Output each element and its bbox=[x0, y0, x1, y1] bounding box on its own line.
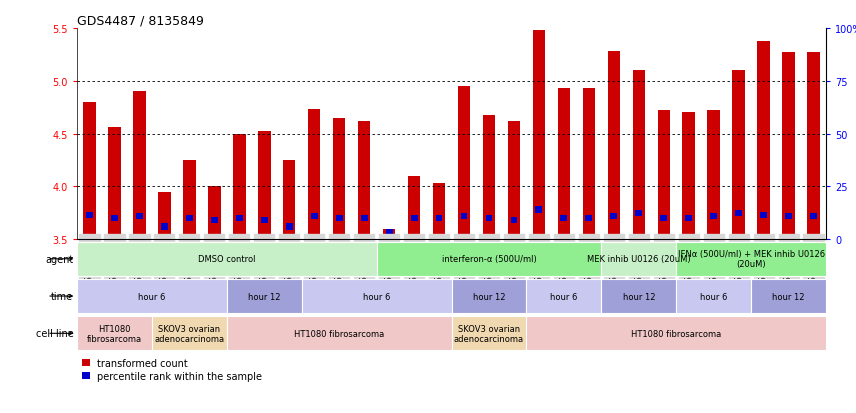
Text: hour 6: hour 6 bbox=[363, 292, 390, 301]
Bar bbox=[483, 115, 496, 240]
Bar bbox=[308, 110, 320, 240]
Bar bbox=[134, 92, 146, 240]
Bar bbox=[782, 53, 795, 240]
Text: hour 6: hour 6 bbox=[139, 292, 165, 301]
Bar bbox=[733, 71, 745, 240]
Bar bbox=[735, 210, 742, 216]
Bar bbox=[233, 134, 246, 240]
Text: time: time bbox=[51, 291, 74, 301]
Bar bbox=[358, 121, 371, 240]
Text: DMSO control: DMSO control bbox=[198, 255, 256, 263]
Bar bbox=[333, 119, 346, 240]
Bar bbox=[686, 215, 693, 222]
Bar bbox=[485, 215, 492, 222]
Text: MEK inhib U0126 (20uM): MEK inhib U0126 (20uM) bbox=[587, 255, 691, 263]
Bar bbox=[158, 192, 170, 240]
Bar bbox=[452, 317, 526, 350]
Text: SKOV3 ovarian
adenocarcinoma: SKOV3 ovarian adenocarcinoma bbox=[154, 324, 224, 343]
Text: hour 6: hour 6 bbox=[700, 292, 728, 301]
Bar bbox=[752, 280, 826, 313]
Bar bbox=[227, 317, 452, 350]
Bar bbox=[583, 89, 595, 240]
Text: GDS4487 / 8135849: GDS4487 / 8135849 bbox=[77, 15, 204, 28]
Bar bbox=[311, 213, 318, 220]
Text: IFNα (500U/ml) + MEK inhib U0126
(20uM): IFNα (500U/ml) + MEK inhib U0126 (20uM) bbox=[678, 249, 824, 269]
Bar bbox=[407, 176, 420, 240]
Text: hour 12: hour 12 bbox=[248, 292, 281, 301]
Text: agent: agent bbox=[45, 254, 74, 264]
Text: HT1080 fibrosarcoma: HT1080 fibrosarcoma bbox=[294, 329, 384, 338]
Bar bbox=[657, 111, 670, 240]
Bar bbox=[807, 53, 820, 240]
Bar bbox=[77, 317, 152, 350]
Bar bbox=[676, 242, 826, 276]
Bar bbox=[785, 213, 792, 220]
Bar bbox=[452, 280, 526, 313]
Bar bbox=[676, 280, 752, 313]
Bar bbox=[532, 31, 545, 240]
Bar bbox=[183, 161, 196, 240]
Bar bbox=[161, 224, 168, 230]
Bar bbox=[77, 242, 377, 276]
Text: cell line: cell line bbox=[36, 328, 74, 339]
Bar bbox=[108, 128, 121, 240]
Text: SKOV3 ovarian
adenocarcinoma: SKOV3 ovarian adenocarcinoma bbox=[454, 324, 524, 343]
Bar bbox=[411, 215, 418, 222]
Bar bbox=[136, 213, 143, 220]
Bar bbox=[586, 215, 592, 222]
Text: hour 12: hour 12 bbox=[772, 292, 805, 301]
Text: HT1080
fibrosarcoma: HT1080 fibrosarcoma bbox=[87, 324, 142, 343]
Text: HT1080 fibrosarcoma: HT1080 fibrosarcoma bbox=[631, 329, 722, 338]
Bar bbox=[208, 187, 221, 240]
Bar bbox=[186, 215, 193, 222]
Bar bbox=[386, 229, 393, 235]
Bar bbox=[526, 317, 826, 350]
Text: hour 12: hour 12 bbox=[473, 292, 505, 301]
Bar bbox=[557, 89, 570, 240]
Text: hour 6: hour 6 bbox=[550, 292, 578, 301]
Text: interferon-α (500U/ml): interferon-α (500U/ml) bbox=[442, 255, 537, 263]
Bar bbox=[83, 103, 96, 240]
Bar bbox=[526, 280, 601, 313]
Bar bbox=[458, 87, 470, 240]
Bar bbox=[152, 317, 227, 350]
Bar bbox=[383, 229, 395, 240]
Bar bbox=[510, 217, 517, 224]
Bar bbox=[360, 215, 367, 222]
Bar bbox=[211, 217, 217, 224]
Bar bbox=[601, 242, 676, 276]
Bar bbox=[433, 184, 445, 240]
Bar bbox=[258, 132, 270, 240]
Bar bbox=[810, 213, 817, 220]
Bar bbox=[682, 113, 695, 240]
Bar bbox=[633, 71, 645, 240]
Bar bbox=[758, 42, 770, 240]
Bar bbox=[601, 280, 676, 313]
Bar bbox=[710, 213, 717, 220]
Bar bbox=[660, 215, 667, 222]
Bar bbox=[261, 217, 268, 224]
Bar bbox=[283, 161, 295, 240]
Bar bbox=[508, 121, 520, 240]
Bar bbox=[236, 215, 243, 222]
Bar bbox=[227, 280, 301, 313]
Bar bbox=[635, 210, 642, 216]
Bar bbox=[436, 215, 443, 222]
Bar bbox=[301, 280, 452, 313]
Bar bbox=[286, 224, 293, 230]
Bar bbox=[336, 215, 342, 222]
Bar bbox=[77, 280, 227, 313]
Bar bbox=[760, 212, 767, 218]
Bar bbox=[111, 215, 118, 222]
Bar bbox=[536, 207, 543, 213]
Bar bbox=[461, 213, 467, 220]
Legend: transformed count, percentile rank within the sample: transformed count, percentile rank withi… bbox=[82, 358, 263, 381]
Bar bbox=[86, 212, 93, 218]
Bar bbox=[377, 242, 601, 276]
Bar bbox=[561, 215, 568, 222]
Bar bbox=[707, 111, 720, 240]
Bar bbox=[608, 52, 620, 240]
Bar bbox=[610, 213, 617, 220]
Text: hour 12: hour 12 bbox=[622, 292, 655, 301]
